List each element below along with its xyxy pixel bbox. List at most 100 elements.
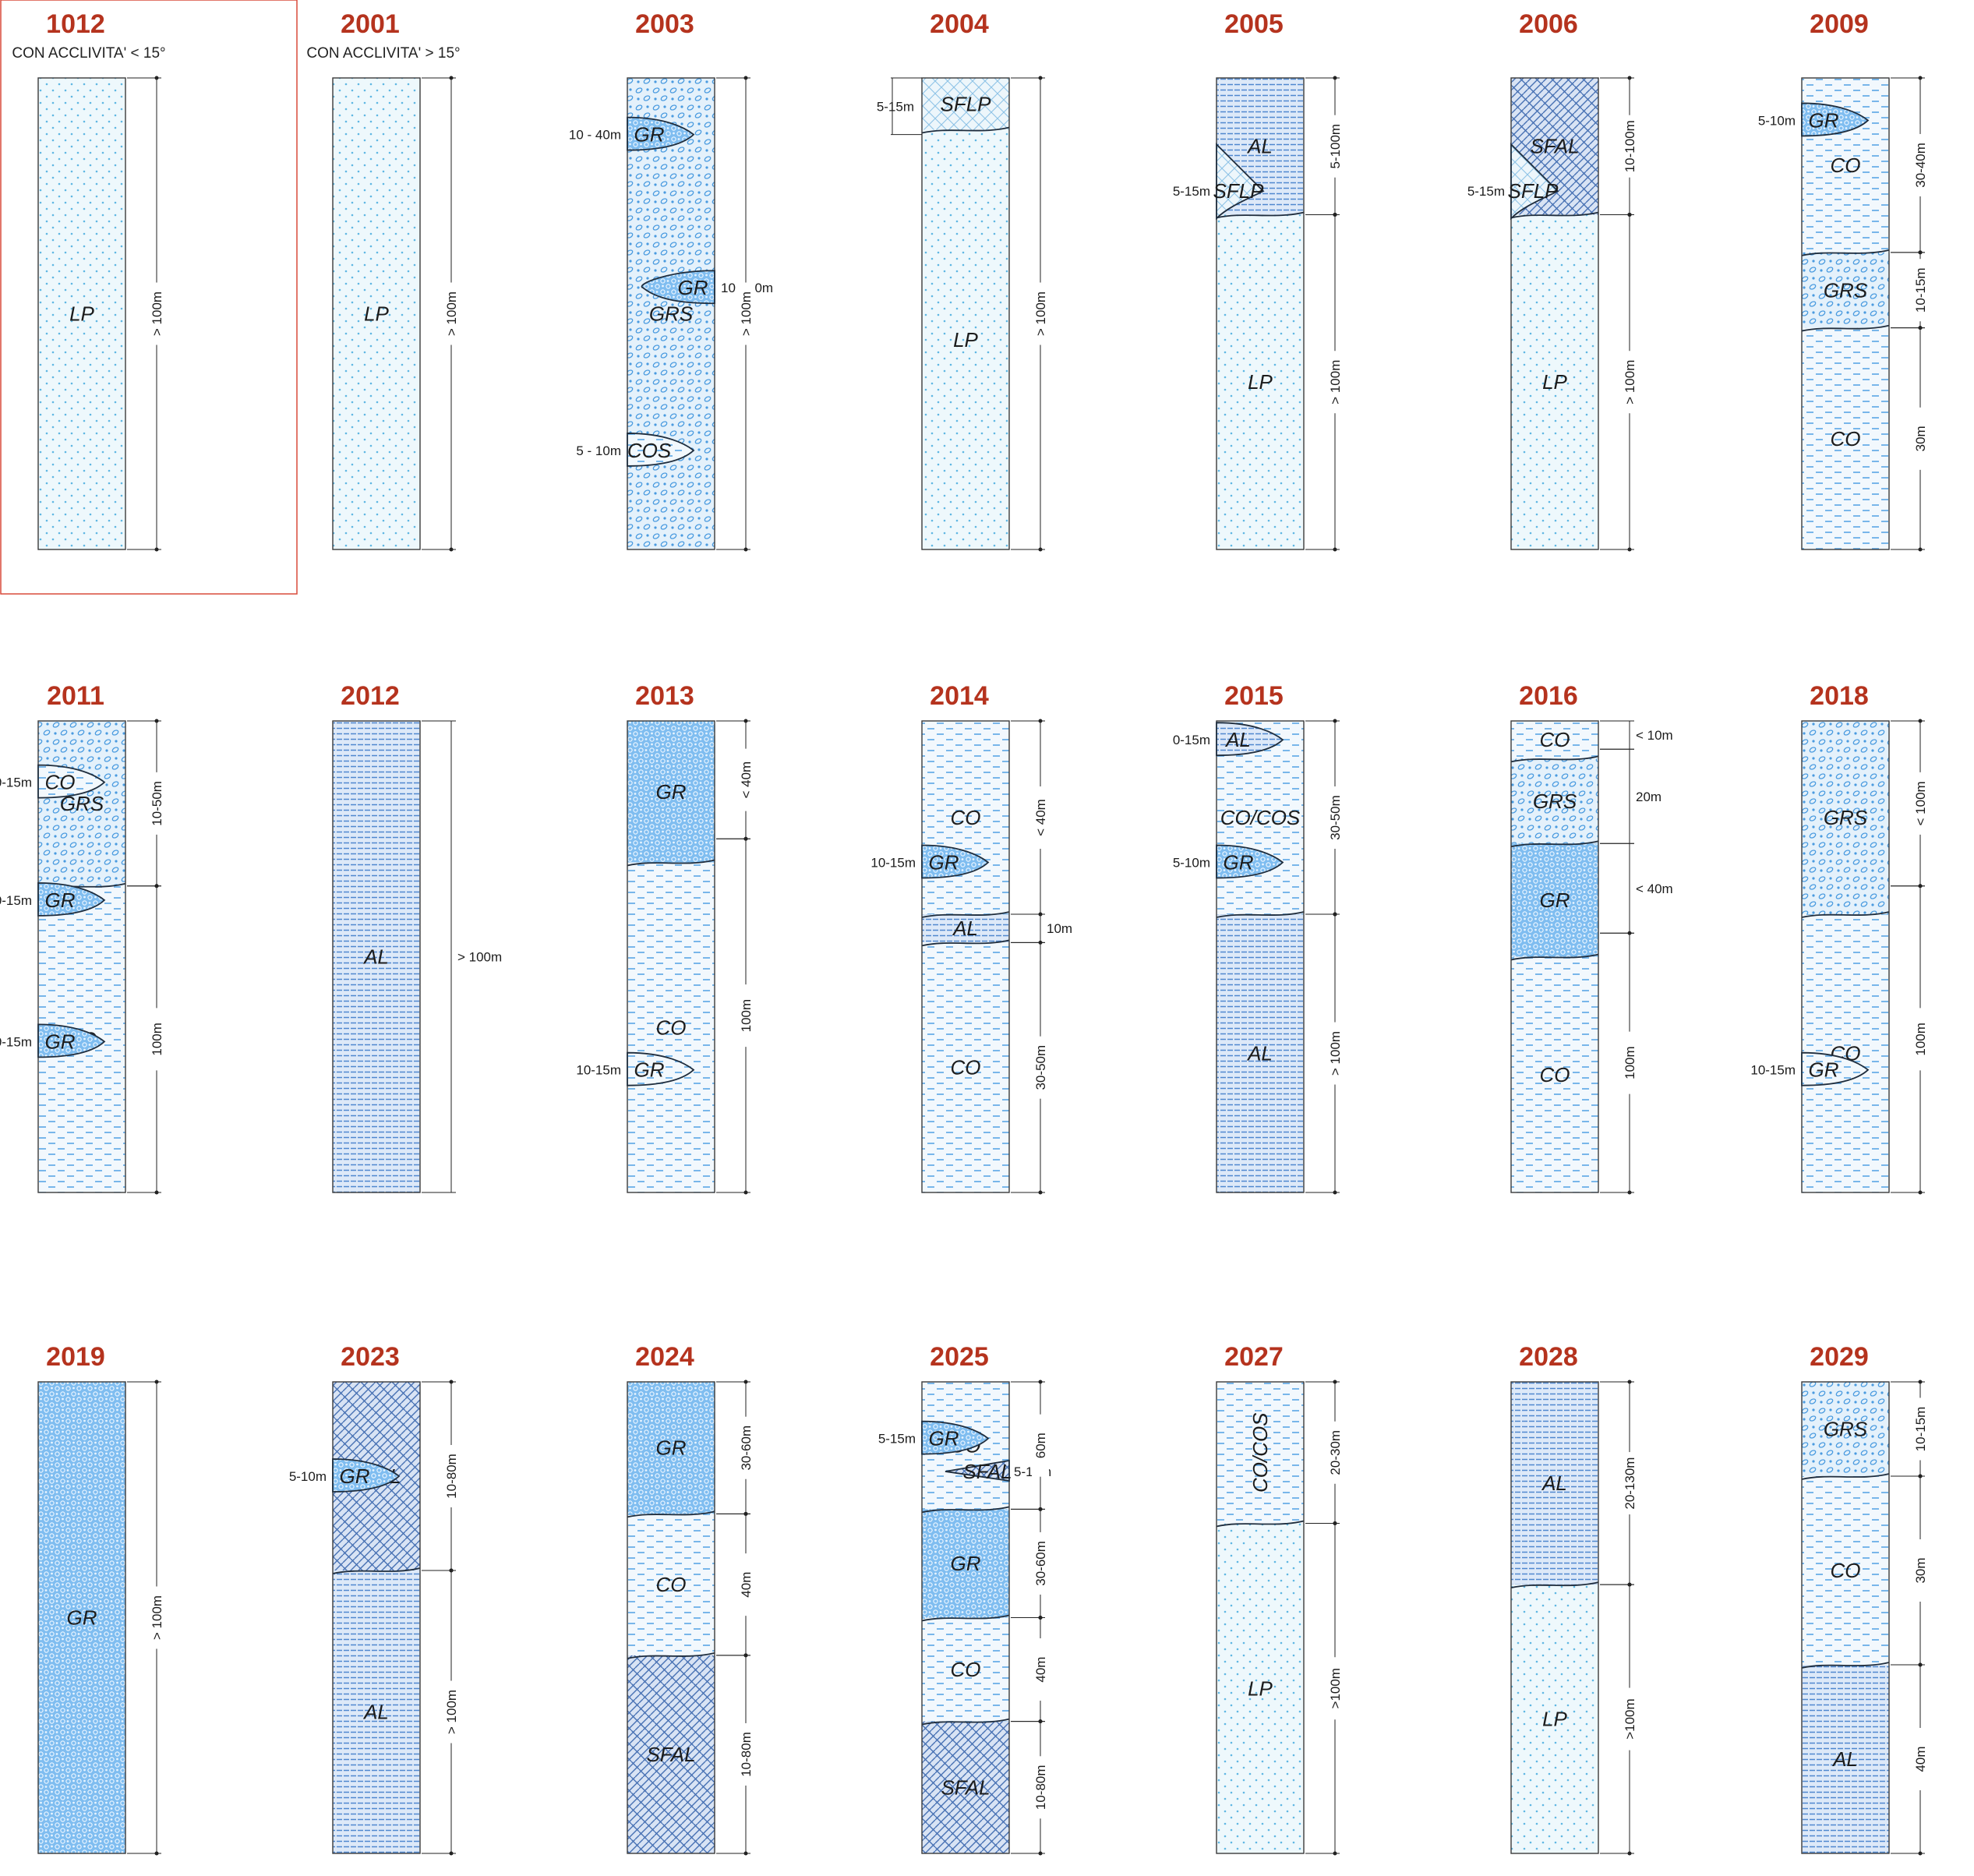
dim-dot xyxy=(154,1190,159,1195)
dim-text-bg xyxy=(1032,1532,1049,1595)
layer-label: SFAL xyxy=(941,1775,990,1799)
column-2029: 2029 GRS CO AL 10-15m 30m 40m xyxy=(1801,1342,1929,1856)
layer-boundary xyxy=(1801,1662,1890,1669)
dim-label: 100m xyxy=(150,1023,164,1056)
column-2009: 2009 CO GRS CO GR 5-10m 30-40m 10-15m 30m xyxy=(1758,9,1929,552)
dim-dot xyxy=(1038,1616,1043,1620)
dim-dot xyxy=(449,547,454,552)
layer-label: AL xyxy=(1831,1747,1858,1771)
column-outline xyxy=(1216,1381,1305,1854)
lens-thickness-label: 10-15m xyxy=(870,856,916,871)
lens-thickness-label: 0-15m xyxy=(1173,733,1210,747)
dim-dot xyxy=(743,1190,748,1195)
lens-label: SFLP xyxy=(1213,179,1264,203)
layer-co xyxy=(922,721,1009,915)
column-title: 2028 xyxy=(1519,1342,1578,1372)
lens-thickness-label: 5 - 10m xyxy=(576,443,621,458)
dim-label: 5-15m xyxy=(877,99,914,114)
dim-dot xyxy=(1038,719,1043,723)
layer-lp xyxy=(1511,214,1598,549)
dim-text-bg xyxy=(443,1445,460,1507)
lens-gr xyxy=(332,1458,401,1493)
column-outline xyxy=(1510,720,1599,1193)
layer-boundary xyxy=(627,1652,715,1659)
column-title: 2001 xyxy=(341,9,400,39)
dim-dot xyxy=(1333,1380,1337,1384)
lens-gr xyxy=(921,1420,990,1455)
dim-label: > 100m xyxy=(150,291,164,336)
dim-dot xyxy=(1918,1662,1923,1667)
column-outline xyxy=(921,720,1010,1193)
dim-text-bg xyxy=(1032,786,1049,850)
dim-text-bg xyxy=(148,1586,165,1649)
layer-label: SFLP xyxy=(940,92,991,115)
layer-label: CO xyxy=(656,1016,687,1039)
lens-thickness-label: 5-10m xyxy=(289,1469,327,1484)
lens-label: GR xyxy=(929,851,959,874)
dim-dot xyxy=(449,1851,454,1856)
dim-dot xyxy=(154,76,159,80)
column-title: 2023 xyxy=(341,1342,400,1372)
layer-lp xyxy=(1217,214,1304,549)
dim-dot xyxy=(1627,1380,1632,1384)
layer-co xyxy=(627,862,715,1192)
dim-dot xyxy=(1627,76,1632,80)
column-title: 2018 xyxy=(1810,681,1869,711)
dim-text-bg xyxy=(148,772,165,835)
dim-text-bg xyxy=(737,1553,754,1616)
layer-label: GR xyxy=(67,1606,97,1630)
layer-boundary xyxy=(1801,1473,1890,1480)
dim-dot xyxy=(1038,1507,1043,1511)
dim-dot xyxy=(1918,1190,1923,1195)
dim-text-bg xyxy=(1912,259,1929,322)
dim-dot xyxy=(1627,212,1632,217)
dim-dot xyxy=(449,1380,454,1384)
layer-label: GR xyxy=(951,1552,981,1575)
dim-dot xyxy=(1918,547,1923,552)
layer-co xyxy=(1802,1476,1889,1665)
lens-label: GR xyxy=(678,276,708,299)
dim-text-bg xyxy=(1032,1414,1049,1477)
dim-label: 10-15m xyxy=(1913,267,1928,313)
dim-dot xyxy=(1918,1851,1923,1856)
dim-label: 10-80m xyxy=(739,1732,754,1777)
dim-label: 30-60m xyxy=(1033,1541,1048,1586)
dim-label: < 100m xyxy=(1913,781,1928,825)
lens-gr xyxy=(1801,102,1870,137)
column-outline xyxy=(1510,1381,1599,1854)
dim-text-bg xyxy=(1621,351,1638,414)
dim-text-bg xyxy=(443,282,460,345)
dim-text-bg xyxy=(1912,1539,1929,1602)
layer-label: GRS xyxy=(1824,278,1868,302)
dim-label: 30-40m xyxy=(1913,143,1928,188)
dim-dot xyxy=(1333,1521,1337,1525)
layer-label: CO xyxy=(951,1056,981,1079)
layer-sfal xyxy=(627,1655,715,1853)
lens-gr xyxy=(1216,844,1284,879)
column-outline xyxy=(1801,77,1890,550)
column-title: 2005 xyxy=(1224,9,1284,39)
column-subtitle: CON ACCLIVITA' > 15° xyxy=(306,45,460,62)
column-2016: 2016 CO GRS GR CO < 10m 20m < 40m 100m xyxy=(1510,681,1689,1195)
column-outline xyxy=(37,77,126,550)
dim-label: > 100m xyxy=(444,1690,459,1734)
lens-thickness-label: 5-10m xyxy=(1758,113,1796,128)
layer-label: CO xyxy=(1831,154,1861,177)
layer-co xyxy=(1511,956,1598,1192)
dim-text-bg xyxy=(1912,133,1929,196)
dim-dot xyxy=(1333,547,1337,552)
layer-label: CO/COS xyxy=(1248,1412,1272,1493)
lens-gr xyxy=(37,881,106,917)
column-outline xyxy=(627,77,715,550)
layer-grs xyxy=(1802,1382,1889,1476)
column-outline xyxy=(1216,720,1305,1193)
dim-dot xyxy=(154,719,159,723)
dim-dot xyxy=(1918,1474,1923,1479)
dim-dot xyxy=(743,1511,748,1516)
column-1012: 1012 CON ACCLIVITA' < 15° LP > 100m xyxy=(0,0,298,595)
layer-boundary xyxy=(1510,840,1599,848)
